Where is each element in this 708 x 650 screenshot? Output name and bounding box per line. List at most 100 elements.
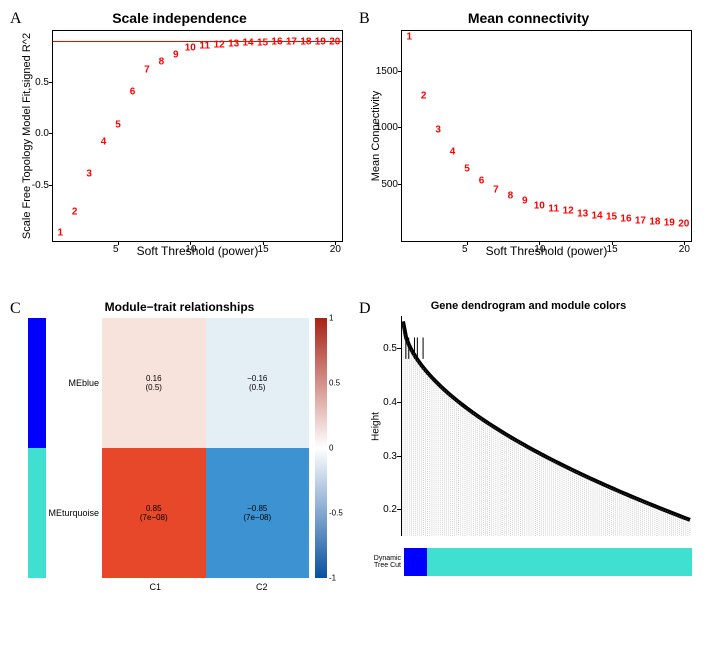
panel-d-svg bbox=[401, 316, 692, 536]
panel-c-heatmap: 0.16(0.5)−0.16(0.5)0.85(7e−08)−0.85(7e−0… bbox=[102, 318, 309, 578]
panel-b-point: 11 bbox=[548, 204, 559, 215]
panel-c-rowname: MEblue bbox=[46, 318, 102, 448]
panel-d-module-segment bbox=[427, 548, 692, 576]
panel-b-point: 6 bbox=[479, 175, 485, 186]
panel-a-xtick: 20 bbox=[330, 244, 341, 255]
panel-b-point: 14 bbox=[592, 211, 603, 222]
panel-d: D Gene dendrogram and module colors 0.20… bbox=[359, 300, 698, 640]
panel-c-cbartick: 0 bbox=[329, 444, 333, 453]
panel-d-ylabel: Height bbox=[371, 322, 382, 532]
panel-d-ytick: 0.4 bbox=[383, 397, 397, 408]
panel-c-cell: 0.85(7e−08) bbox=[102, 448, 206, 578]
panel-a-point: 1 bbox=[57, 227, 63, 238]
panel-a-xlabel: Soft Threshold (power) bbox=[52, 244, 343, 258]
panel-b-point: 20 bbox=[678, 218, 689, 229]
panel-b-ytick: 500 bbox=[381, 179, 398, 190]
panel-c-collabels: C1C2 bbox=[102, 578, 315, 592]
panel-b-point: 9 bbox=[522, 196, 528, 207]
panel-c-cbartick: -0.5 bbox=[329, 509, 343, 518]
panel-b-xtick: 10 bbox=[534, 244, 545, 255]
figure-grid: A Scale independence 1234567891011121314… bbox=[10, 10, 698, 640]
panel-a-xtick: 15 bbox=[258, 244, 269, 255]
panel-c-cell: −0.85(7e−08) bbox=[206, 448, 310, 578]
panel-b-point: 10 bbox=[534, 200, 545, 211]
panel-a-point: 19 bbox=[315, 37, 326, 48]
panel-a-title: Scale independence bbox=[10, 10, 349, 26]
panel-c-label: C bbox=[10, 300, 21, 318]
panel-d-rowlabel: Dynamic Tree Cut bbox=[359, 555, 404, 569]
panel-b-point: 2 bbox=[421, 90, 427, 101]
panel-a-point: 15 bbox=[257, 38, 268, 49]
panel-a-ytick: 0.0 bbox=[35, 128, 49, 139]
panel-a-point: 12 bbox=[214, 40, 225, 51]
panel-b-ylabel: Mean Connectivity bbox=[370, 31, 382, 241]
panel-b-point: 8 bbox=[508, 190, 514, 201]
panel-b-chart: 1234567891011121314151617181920500100015… bbox=[401, 30, 692, 242]
panel-c-rowname: MEturquoise bbox=[46, 448, 102, 578]
panel-b: B Mean connectivity 12345678910111213141… bbox=[359, 10, 698, 290]
panel-a-xtick: 10 bbox=[185, 244, 196, 255]
panel-d-ytick: 0.5 bbox=[383, 343, 397, 354]
panel-a-point: 18 bbox=[300, 37, 311, 48]
panel-a-point: 6 bbox=[130, 87, 136, 98]
panel-a-hline bbox=[53, 41, 342, 42]
panel-a-chart: 1234567891011121314151617181920-0.50.00.… bbox=[52, 30, 343, 242]
panel-a-point: 7 bbox=[144, 64, 150, 75]
panel-b-point: 4 bbox=[450, 147, 456, 158]
panel-c: C Module−trait relationships MEblueMEtur… bbox=[10, 300, 349, 640]
panel-a-point: 13 bbox=[228, 39, 239, 50]
panel-c-rowlabels: MEblueMEturquoise bbox=[46, 318, 102, 578]
panel-d-label: D bbox=[359, 300, 371, 318]
panel-a-point: 5 bbox=[115, 120, 121, 131]
panel-d-title: Gene dendrogram and module colors bbox=[359, 300, 698, 312]
panel-a-point: 11 bbox=[199, 41, 210, 52]
panel-b-point: 5 bbox=[464, 164, 470, 175]
panel-c-rowcolor bbox=[28, 448, 46, 578]
panel-a-point: 17 bbox=[286, 37, 297, 48]
panel-c-cbartick: -1 bbox=[329, 574, 336, 583]
panel-a-point: 9 bbox=[173, 49, 179, 60]
panel-d-ytick: 0.2 bbox=[383, 504, 397, 515]
panel-a-point: 16 bbox=[271, 37, 282, 48]
panel-c-cbartick: 0.5 bbox=[329, 379, 340, 388]
panel-a-point: 8 bbox=[159, 56, 165, 67]
panel-b-point: 1 bbox=[406, 31, 412, 42]
panel-c-rowcolor bbox=[28, 318, 46, 448]
panel-b-point: 18 bbox=[649, 216, 660, 227]
panel-b-point: 12 bbox=[563, 206, 574, 217]
panel-b-point: 15 bbox=[606, 212, 617, 223]
panel-c-colname: C2 bbox=[209, 578, 316, 592]
panel-b-point: 3 bbox=[435, 124, 441, 135]
panel-c-rowbar bbox=[28, 318, 46, 578]
panel-c-cbartick: 1 bbox=[329, 314, 333, 323]
panel-d-dendrogram: 0.20.30.40.5 bbox=[401, 316, 692, 536]
panel-a-point: 2 bbox=[72, 207, 78, 218]
panel-b-xtick: 5 bbox=[462, 244, 468, 255]
panel-a-ytick: -0.5 bbox=[32, 180, 49, 191]
panel-c-colname: C1 bbox=[102, 578, 209, 592]
panel-c-colorbar: 10.50-0.5-1 bbox=[315, 318, 327, 578]
panel-d-module-segment bbox=[404, 548, 427, 576]
panel-b-point: 19 bbox=[664, 217, 675, 228]
panel-a-point: 14 bbox=[243, 38, 254, 49]
panel-a-point: 3 bbox=[86, 169, 92, 180]
panel-b-xtick: 15 bbox=[607, 244, 618, 255]
panel-c-cell: 0.16(0.5) bbox=[102, 318, 206, 448]
panel-c-title: Module−trait relationships bbox=[10, 300, 349, 314]
panel-d-ytick: 0.3 bbox=[383, 451, 397, 462]
panel-b-xtick: 20 bbox=[679, 244, 690, 255]
panel-b-title: Mean connectivity bbox=[359, 10, 698, 26]
panel-d-modulebar bbox=[404, 548, 692, 576]
panel-a: A Scale independence 1234567891011121314… bbox=[10, 10, 349, 290]
panel-b-xlabel: Soft Threshold (power) bbox=[401, 244, 692, 258]
panel-c-cell: −0.16(0.5) bbox=[206, 318, 310, 448]
panel-b-point: 7 bbox=[493, 184, 499, 195]
panel-a-point: 4 bbox=[101, 136, 107, 147]
panel-a-point: 10 bbox=[185, 43, 196, 54]
panel-b-point: 13 bbox=[577, 208, 588, 219]
panel-a-ytick: 0.5 bbox=[35, 77, 49, 88]
panel-b-point: 16 bbox=[620, 214, 631, 225]
panel-a-xtick: 5 bbox=[113, 244, 119, 255]
panel-a-label: A bbox=[10, 10, 22, 28]
panel-a-point: 20 bbox=[329, 37, 340, 48]
